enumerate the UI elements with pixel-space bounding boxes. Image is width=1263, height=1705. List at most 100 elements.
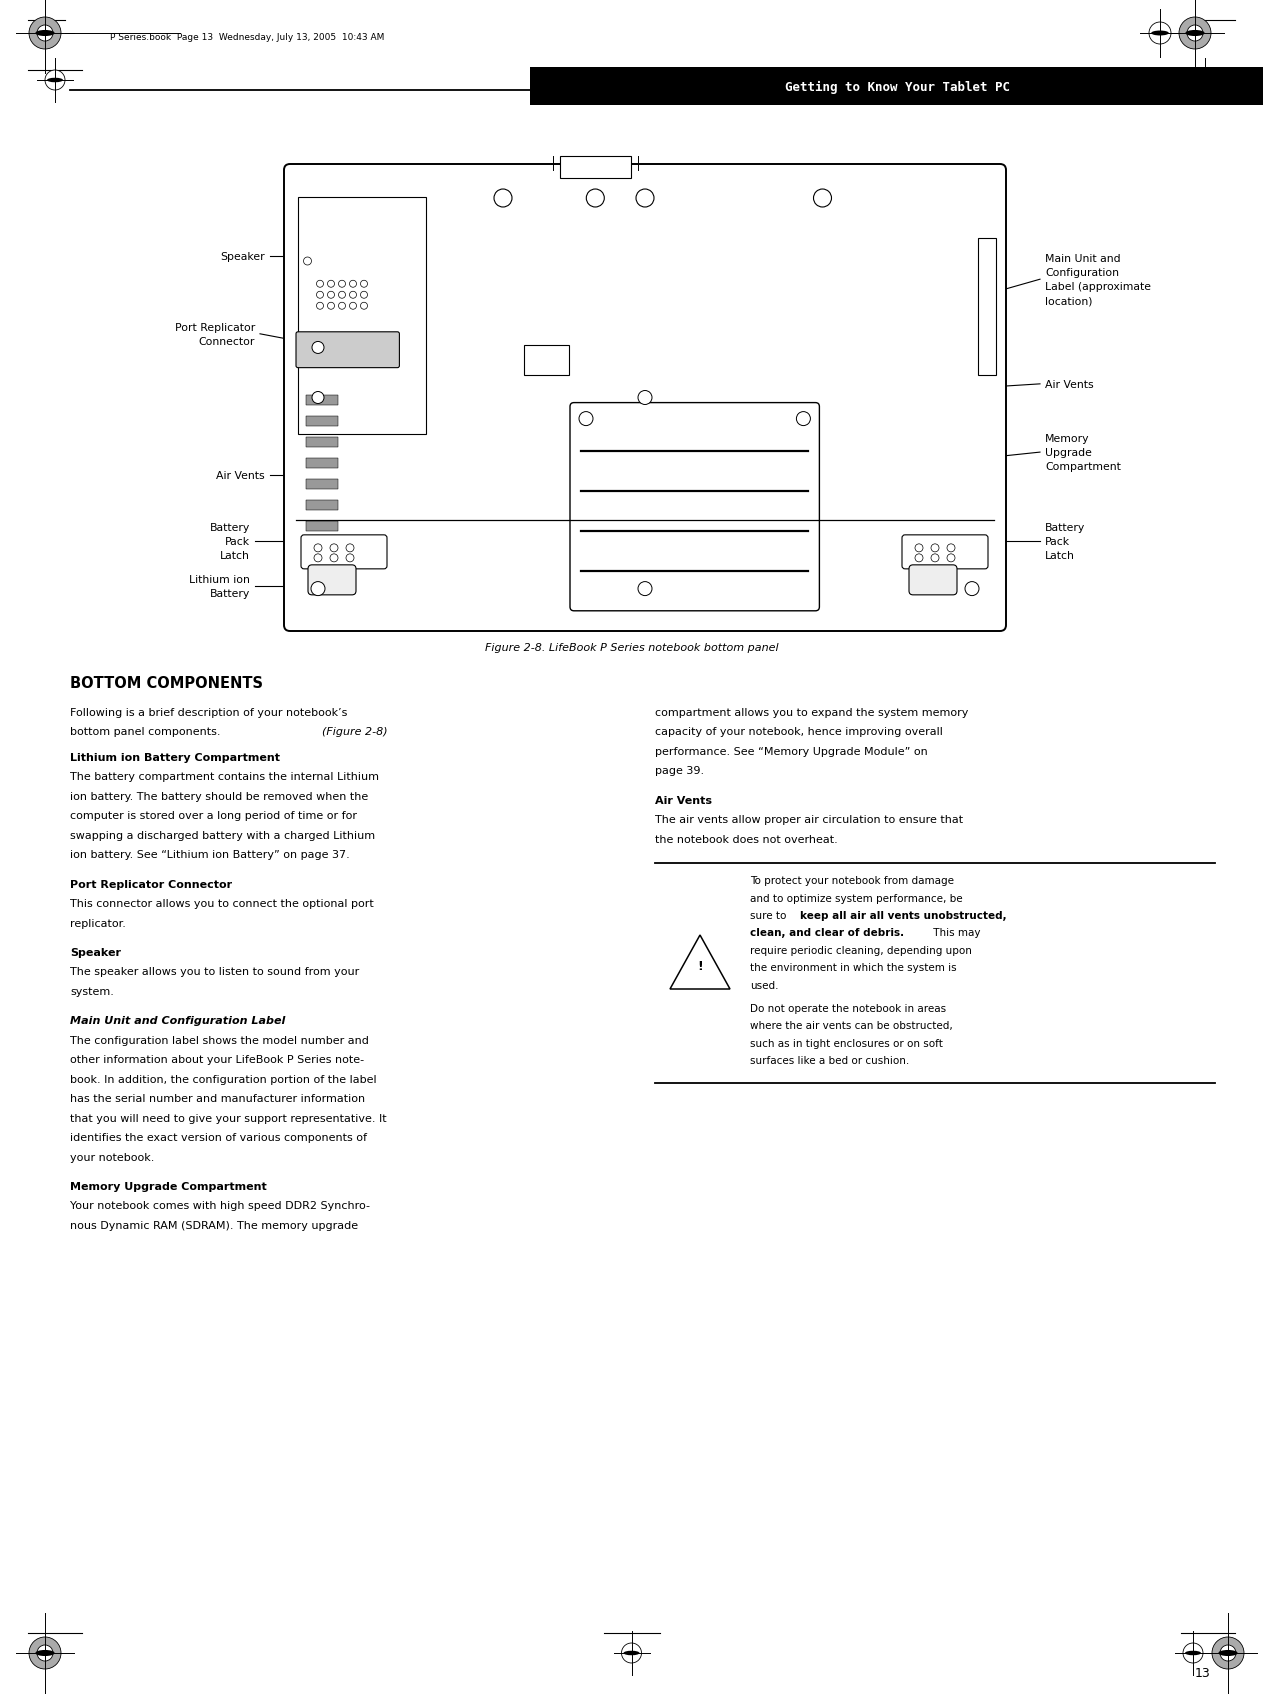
FancyBboxPatch shape xyxy=(296,332,399,368)
Text: To protect your notebook from damage: To protect your notebook from damage xyxy=(750,875,954,885)
Text: such as in tight enclosures or on soft: such as in tight enclosures or on soft xyxy=(750,1038,943,1049)
Circle shape xyxy=(37,26,53,43)
Text: ion battery. See “Lithium ion Battery” on page 37.: ion battery. See “Lithium ion Battery” o… xyxy=(69,849,350,859)
Text: nous Dynamic RAM (SDRAM). The memory upgrade: nous Dynamic RAM (SDRAM). The memory upg… xyxy=(69,1221,359,1229)
Text: ion battery. The battery should be removed when the: ion battery. The battery should be remov… xyxy=(69,791,369,801)
Circle shape xyxy=(312,343,325,355)
Circle shape xyxy=(494,189,512,208)
Circle shape xyxy=(1149,22,1171,44)
Circle shape xyxy=(797,413,811,426)
Circle shape xyxy=(1195,72,1215,90)
Circle shape xyxy=(29,1637,61,1669)
Text: Latch: Latch xyxy=(220,551,250,561)
Bar xyxy=(306,396,338,406)
Text: book. In addition, the configuration portion of the label: book. In addition, the configuration por… xyxy=(69,1074,376,1084)
Circle shape xyxy=(578,413,594,426)
Circle shape xyxy=(1178,19,1211,49)
Text: P Series.book  Page 13  Wednesday, July 13, 2005  10:43 AM: P Series.book Page 13 Wednesday, July 13… xyxy=(110,34,384,43)
Text: location): location) xyxy=(1045,297,1092,305)
Ellipse shape xyxy=(1185,1650,1201,1656)
Text: where the air vents can be obstructed,: where the air vents can be obstructed, xyxy=(750,1021,952,1030)
Circle shape xyxy=(1212,1637,1244,1669)
Text: Getting to Know Your Tablet PC: Getting to Know Your Tablet PC xyxy=(784,80,1009,94)
Circle shape xyxy=(621,1644,642,1662)
Text: Latch: Latch xyxy=(1045,551,1075,561)
FancyBboxPatch shape xyxy=(301,535,386,569)
Text: has the serial number and manufacturer information: has the serial number and manufacturer i… xyxy=(69,1093,365,1103)
Bar xyxy=(306,438,338,448)
Text: The configuration label shows the model number and: The configuration label shows the model … xyxy=(69,1035,369,1045)
Text: !: ! xyxy=(697,960,703,974)
Text: Main Unit and Configuration Label: Main Unit and Configuration Label xyxy=(69,1016,285,1025)
Text: capacity of your notebook, hence improving overall: capacity of your notebook, hence improvi… xyxy=(655,726,943,737)
Text: The battery compartment contains the internal Lithium: The battery compartment contains the int… xyxy=(69,772,379,783)
Text: Configuration: Configuration xyxy=(1045,268,1119,278)
Text: swapping a discharged battery with a charged Lithium: swapping a discharged battery with a cha… xyxy=(69,830,375,841)
Text: Memory Upgrade Compartment: Memory Upgrade Compartment xyxy=(69,1182,266,1192)
Text: performance. See “Memory Upgrade Module” on: performance. See “Memory Upgrade Module”… xyxy=(655,747,928,757)
Ellipse shape xyxy=(1197,78,1212,84)
Circle shape xyxy=(311,186,325,199)
Circle shape xyxy=(311,583,325,597)
Bar xyxy=(978,239,997,375)
Text: BOTTOM COMPONENTS: BOTTOM COMPONENTS xyxy=(69,675,263,691)
Text: replicator.: replicator. xyxy=(69,917,126,928)
Ellipse shape xyxy=(624,1650,639,1656)
Ellipse shape xyxy=(35,1650,54,1656)
Text: Lithium ion: Lithium ion xyxy=(189,575,250,585)
Ellipse shape xyxy=(1151,31,1168,36)
Text: Figure 2-8. LifeBook P Series notebook bottom panel: Figure 2-8. LifeBook P Series notebook b… xyxy=(485,643,778,653)
Circle shape xyxy=(1183,1644,1202,1662)
Text: (Figure 2-8): (Figure 2-8) xyxy=(322,726,388,737)
Text: Pack: Pack xyxy=(225,537,250,547)
Ellipse shape xyxy=(1219,1650,1238,1656)
Text: computer is stored over a long period of time or for: computer is stored over a long period of… xyxy=(69,812,357,820)
Circle shape xyxy=(1187,26,1202,43)
Text: Air Vents: Air Vents xyxy=(1045,380,1094,390)
Text: Speaker: Speaker xyxy=(220,252,265,263)
Text: The speaker allows you to listen to sound from your: The speaker allows you to listen to soun… xyxy=(69,967,359,977)
Text: Compartment: Compartment xyxy=(1045,462,1120,472)
Bar xyxy=(306,459,338,469)
Text: Memory: Memory xyxy=(1045,433,1090,443)
Text: Air Vents: Air Vents xyxy=(216,471,265,481)
Bar xyxy=(298,198,426,435)
Text: 13: 13 xyxy=(1195,1666,1211,1679)
Text: Port Replicator: Port Replicator xyxy=(174,322,255,332)
Text: clean, and clear of debris.: clean, and clear of debris. xyxy=(750,928,904,938)
Circle shape xyxy=(312,392,325,404)
Text: used.: used. xyxy=(750,980,778,991)
Circle shape xyxy=(29,19,61,49)
Circle shape xyxy=(45,72,64,90)
Circle shape xyxy=(637,189,654,208)
Text: Do not operate the notebook in areas: Do not operate the notebook in areas xyxy=(750,1003,946,1013)
Text: Following is a brief description of your notebook’s: Following is a brief description of your… xyxy=(69,708,347,718)
Ellipse shape xyxy=(47,78,63,84)
Text: Air Vents: Air Vents xyxy=(655,795,712,805)
Text: bottom panel components.: bottom panel components. xyxy=(69,726,224,737)
Ellipse shape xyxy=(35,31,54,38)
Text: Upgrade: Upgrade xyxy=(1045,448,1092,459)
Circle shape xyxy=(965,583,979,597)
Circle shape xyxy=(813,189,831,208)
Circle shape xyxy=(1220,1645,1236,1661)
Text: Main Unit and: Main Unit and xyxy=(1045,254,1120,264)
Bar xyxy=(524,346,570,375)
Text: Pack: Pack xyxy=(1045,537,1070,547)
Bar xyxy=(530,68,1263,106)
Bar xyxy=(560,157,630,179)
FancyBboxPatch shape xyxy=(284,165,1007,631)
Text: sure to: sure to xyxy=(750,910,789,921)
Text: keep all air all vents unobstructed,: keep all air all vents unobstructed, xyxy=(799,910,1007,921)
Text: other information about your LifeBook P Series note-: other information about your LifeBook P … xyxy=(69,1054,364,1064)
Bar xyxy=(306,479,338,489)
Ellipse shape xyxy=(1186,31,1205,38)
Text: surfaces like a bed or cushion.: surfaces like a bed or cushion. xyxy=(750,1055,909,1066)
Bar xyxy=(306,418,338,426)
Text: This connector allows you to connect the optional port: This connector allows you to connect the… xyxy=(69,899,374,909)
Text: Port Replicator Connector: Port Replicator Connector xyxy=(69,880,232,888)
FancyBboxPatch shape xyxy=(570,404,820,612)
Text: compartment allows you to expand the system memory: compartment allows you to expand the sys… xyxy=(655,708,969,718)
Text: page 39.: page 39. xyxy=(655,766,705,776)
FancyBboxPatch shape xyxy=(909,566,957,595)
